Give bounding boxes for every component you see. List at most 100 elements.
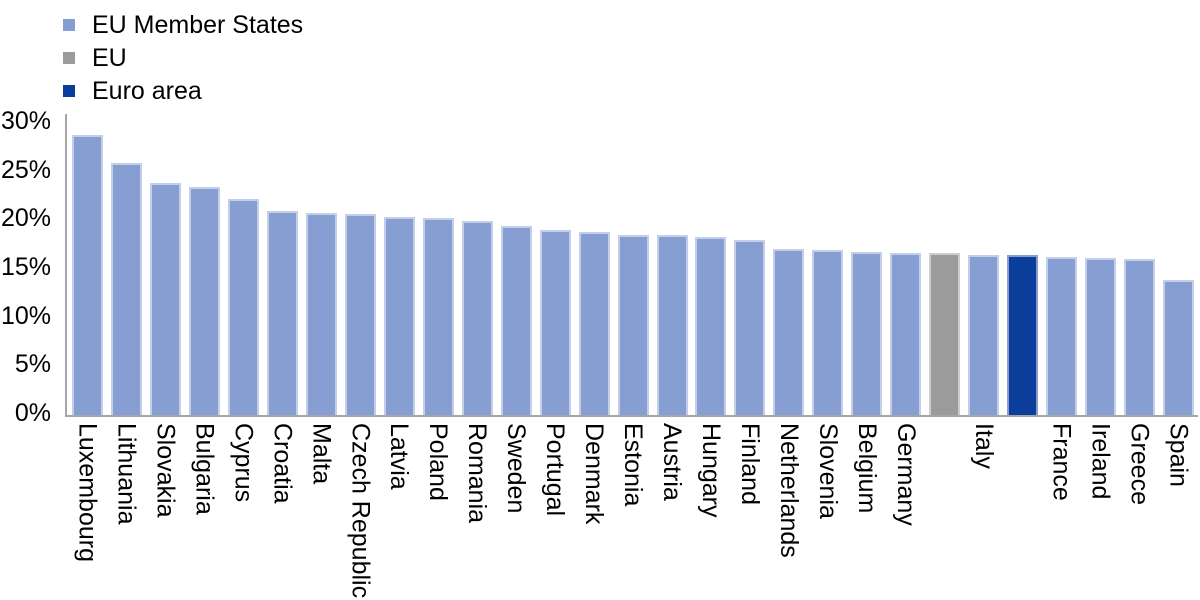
bar-area <box>851 120 883 416</box>
x-axis-label-denmark: Denmark <box>580 423 609 525</box>
bar-czech-republic <box>344 213 376 416</box>
bar-slot-greece: Greece <box>1120 120 1159 505</box>
bar-slot-estonia: Estonia <box>614 120 653 506</box>
bar-malta <box>305 212 337 416</box>
bar-netherlands <box>773 249 805 416</box>
bar-italy <box>968 255 1000 416</box>
bar-slot-euro-area <box>1003 120 1042 423</box>
x-axis-label-slovakia: Slovakia <box>151 423 180 518</box>
y-tick-label: 20% <box>0 204 51 233</box>
bar-cyprus <box>227 198 259 416</box>
x-axis-label-croatia: Croatia <box>268 423 297 504</box>
bar-slot-sweden: Sweden <box>497 120 536 513</box>
bar-slot-italy: Italy <box>964 120 1003 469</box>
x-axis-label-bulgaria: Bulgaria <box>190 423 219 515</box>
bar-slot-belgium: Belgium <box>847 120 886 513</box>
bar-slot-poland: Poland <box>419 120 458 501</box>
bar-area <box>929 120 961 416</box>
bar-area <box>812 120 844 416</box>
bar-area <box>1124 120 1156 416</box>
bar-area <box>1007 120 1039 416</box>
bar-slot-spain: Spain <box>1159 120 1198 487</box>
x-axis-label-estonia: Estonia <box>619 423 648 507</box>
bar-poland <box>422 217 454 416</box>
bar-area <box>968 120 1000 416</box>
bar-slot-hungary: Hungary <box>692 120 731 518</box>
x-axis-label-latvia: Latvia <box>385 423 414 490</box>
x-axis-label-czech-republic: Czech Republic <box>346 423 375 599</box>
bar-portugal <box>539 229 571 416</box>
x-axis-label-ireland: Ireland <box>1086 423 1115 500</box>
x-axis-label-netherlands: Netherlands <box>774 423 803 558</box>
bar-greece <box>1124 259 1156 416</box>
y-tick-label: 10% <box>0 301 51 330</box>
x-axis-label-lithuania: Lithuania <box>112 423 141 525</box>
bar-slot-portugal: Portugal <box>536 120 575 516</box>
bar-area <box>578 120 610 416</box>
bar-slot-lithuania: Lithuania <box>107 120 146 524</box>
bar-area <box>1163 120 1195 416</box>
x-axis-label-italy: Italy <box>969 423 998 469</box>
legend-swatch-eu-icon <box>63 51 75 64</box>
bar-area <box>422 120 454 416</box>
bar-area <box>71 120 103 416</box>
bar-eu <box>929 253 961 416</box>
bar-area <box>149 120 181 416</box>
bar-slot-denmark: Denmark <box>575 120 614 524</box>
legend-item-euro-area: Euro area <box>63 74 303 107</box>
bar-area <box>188 120 220 416</box>
bar-slot-croatia: Croatia <box>263 120 302 504</box>
bar-area <box>1085 120 1117 416</box>
bar-area <box>305 120 337 416</box>
bar-area <box>656 120 688 416</box>
legend-label: EU Member States <box>92 10 304 39</box>
x-axis-label-belgium: Belgium <box>852 423 881 514</box>
x-axis-label-poland: Poland <box>424 423 453 501</box>
bar-austria <box>656 234 688 416</box>
x-axis-label-austria: Austria <box>658 423 687 501</box>
bar-bulgaria <box>188 187 220 416</box>
bars-row: Luxembourg Lithuania Slovakia Bulgaria Cypru… <box>68 120 1198 598</box>
bar-slot-malta: Malta <box>302 120 341 484</box>
x-axis-label-romania: Romania <box>463 423 492 524</box>
bar-finland <box>734 240 766 416</box>
bar-slot-czech-republic: Czech Republic <box>341 120 380 598</box>
bar-area <box>461 120 493 416</box>
bar-slot-eu <box>925 120 964 423</box>
bar-slot-finland: Finland <box>730 120 769 505</box>
chart-legend: EU Member States EU Euro area <box>63 8 303 107</box>
bar-slot-france: France <box>1042 120 1081 501</box>
bar-area <box>266 120 298 416</box>
x-axis-label-hungary: Hungary <box>696 423 725 518</box>
bar-slovenia <box>812 250 844 416</box>
x-axis-label-cyprus: Cyprus <box>229 423 258 503</box>
bar-sweden <box>500 225 532 416</box>
x-axis-label-france: France <box>1047 423 1076 501</box>
legend-item-eu-member-states: EU Member States <box>63 8 303 41</box>
bar-ireland <box>1085 258 1117 416</box>
bar-area <box>227 120 259 416</box>
bar-croatia <box>266 210 298 416</box>
bar-area <box>344 120 376 416</box>
bar-area <box>617 120 649 416</box>
legend-swatch-euro-area-icon <box>63 84 75 97</box>
bar-area <box>695 120 727 416</box>
x-axis-label-finland: Finland <box>735 423 764 505</box>
y-tick-label: 15% <box>0 253 51 281</box>
bar-area <box>110 120 142 416</box>
bar-lithuania <box>110 163 142 416</box>
bar-slot-luxembourg: Luxembourg <box>68 120 107 562</box>
bar-area <box>1046 120 1078 416</box>
x-axis-label-slovenia: Slovenia <box>813 423 842 519</box>
bar-estonia <box>617 234 649 416</box>
bar-germany <box>890 253 922 416</box>
y-axis-line <box>65 114 67 417</box>
bar-slovakia <box>149 183 181 416</box>
x-axis-label-luxembourg: Luxembourg <box>73 423 102 562</box>
bar-slot-slovakia: Slovakia <box>146 120 185 518</box>
bar-slot-bulgaria: Bulgaria <box>185 120 224 515</box>
y-tick-label: 30% <box>0 107 51 135</box>
bar-spain <box>1163 279 1195 416</box>
bar-slot-germany: Germany <box>886 120 925 526</box>
